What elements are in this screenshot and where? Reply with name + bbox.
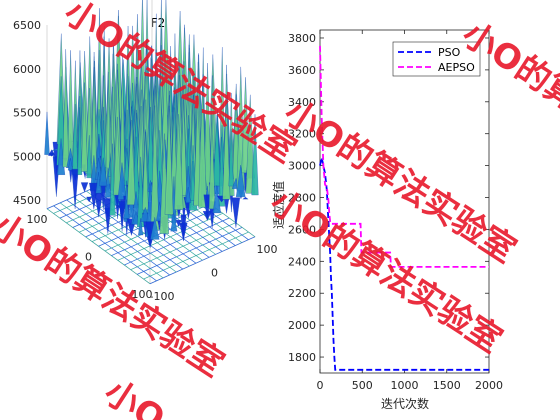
- x-tick-label: 0: [317, 379, 324, 392]
- series-line-aepso: [319, 45, 489, 268]
- surface-spike: [123, 199, 130, 219]
- y-tick-label: 2000: [288, 319, 316, 332]
- y-tick-label: 2400: [288, 255, 316, 268]
- surface-spike: [86, 196, 93, 203]
- series-layer: [319, 45, 489, 371]
- x-tick-label: 500: [352, 379, 373, 392]
- plot-area: [319, 29, 490, 374]
- x-tick-label: -100: [150, 290, 175, 303]
- surface-title: F2: [151, 16, 166, 30]
- x-axis: 0 500 1000 1500 2000: [317, 30, 503, 392]
- surface-spike: [251, 114, 259, 196]
- y-axis-label: 适应度值: [271, 181, 286, 229]
- surface-mesh: [44, 0, 259, 249]
- surface-spike: [118, 201, 126, 222]
- surface-spike: [62, 49, 69, 168]
- surface-spike: [67, 158, 73, 171]
- surface-spike: [113, 116, 122, 196]
- surface-spike: [67, 50, 74, 160]
- z-tick-label: 6500: [13, 19, 41, 32]
- y-tick-label: 3000: [288, 160, 316, 173]
- y-tick-label: 2800: [288, 192, 316, 205]
- y-axis: 1800 2000 2200 2400 2600 2800 3000 3200 3400 3600…: [288, 32, 489, 364]
- y-tick-label: 100: [27, 213, 48, 226]
- surface-spike: [99, 157, 108, 187]
- z-tick-label: 5500: [13, 107, 41, 120]
- y-tick-label: 3600: [288, 64, 316, 77]
- surface-y-axis: -100 0 100: [27, 213, 153, 301]
- surface-spike: [241, 77, 250, 174]
- surface-spike: [164, 105, 174, 215]
- surface-spike: [231, 197, 241, 228]
- x-tick-label: 2000: [475, 379, 503, 392]
- legend-box: [392, 41, 481, 77]
- surface-plot: F2 4500 5000 5500 6000 6500 -100 0 100 -100 0 10…: [13, 0, 278, 303]
- legend-label-pso: PSO: [438, 46, 461, 59]
- surface-spike: [150, 217, 160, 240]
- surface-spike: [222, 97, 231, 200]
- surface-spike: [126, 119, 136, 205]
- surface-spike: [117, 162, 127, 200]
- convergence-chart: 1800 2000 2200 2400 2600 2800 3000 3200 3400 3600…: [271, 29, 503, 411]
- x-tick-label: 1000: [391, 379, 419, 392]
- surface-spike: [71, 169, 79, 210]
- surface-spike: [44, 111, 50, 155]
- y-tick-label: 3200: [288, 128, 316, 141]
- z-tick-label: 5000: [13, 150, 41, 163]
- surface-spike: [170, 213, 178, 232]
- surface-spike: [109, 143, 116, 216]
- z-tick-label: 6000: [13, 63, 41, 76]
- y-tick-label: 3800: [288, 32, 316, 45]
- surface-spike: [212, 185, 221, 214]
- surface-spike: [138, 218, 144, 236]
- x-axis-label: 迭代次数: [381, 396, 429, 411]
- surface-spike: [185, 186, 191, 203]
- y-tick-label: 2200: [288, 287, 316, 300]
- surface-spike: [81, 82, 88, 172]
- surface-z-axis: 4500 5000 5500 6000 6500: [13, 19, 41, 207]
- x-tick-label: 100: [257, 243, 278, 256]
- y-tick-label: 1800: [288, 351, 316, 364]
- surface-spike: [228, 128, 234, 187]
- surface-spike: [179, 222, 188, 241]
- legend-label-aepso: AEPSO: [438, 61, 475, 74]
- surface-spike: [77, 107, 83, 175]
- x-tick-label: 0: [211, 266, 218, 279]
- y-tick-label: -100: [128, 288, 153, 301]
- surface-spike: [198, 83, 207, 208]
- y-tick-label: 0: [85, 250, 92, 263]
- surface-spike: [208, 114, 216, 210]
- y-tick-label: 2600: [288, 223, 316, 236]
- surface-spike: [242, 196, 249, 200]
- z-tick-label: 4500: [13, 194, 41, 207]
- surface-spike: [245, 94, 255, 194]
- surface-x-axis: -100 0 100: [150, 243, 278, 303]
- y-tick-label: 3400: [288, 96, 316, 109]
- watermark-text: 小O: [97, 372, 172, 420]
- x-tick-label: 1500: [433, 379, 461, 392]
- surface-spike: [80, 182, 89, 193]
- surface-spike: [235, 165, 246, 198]
- legend: PSO AEPSO: [392, 41, 481, 77]
- surface-spike: [180, 99, 187, 196]
- surface-spike: [174, 114, 184, 210]
- surface-spike: [86, 135, 92, 179]
- surface-spike: [48, 153, 55, 157]
